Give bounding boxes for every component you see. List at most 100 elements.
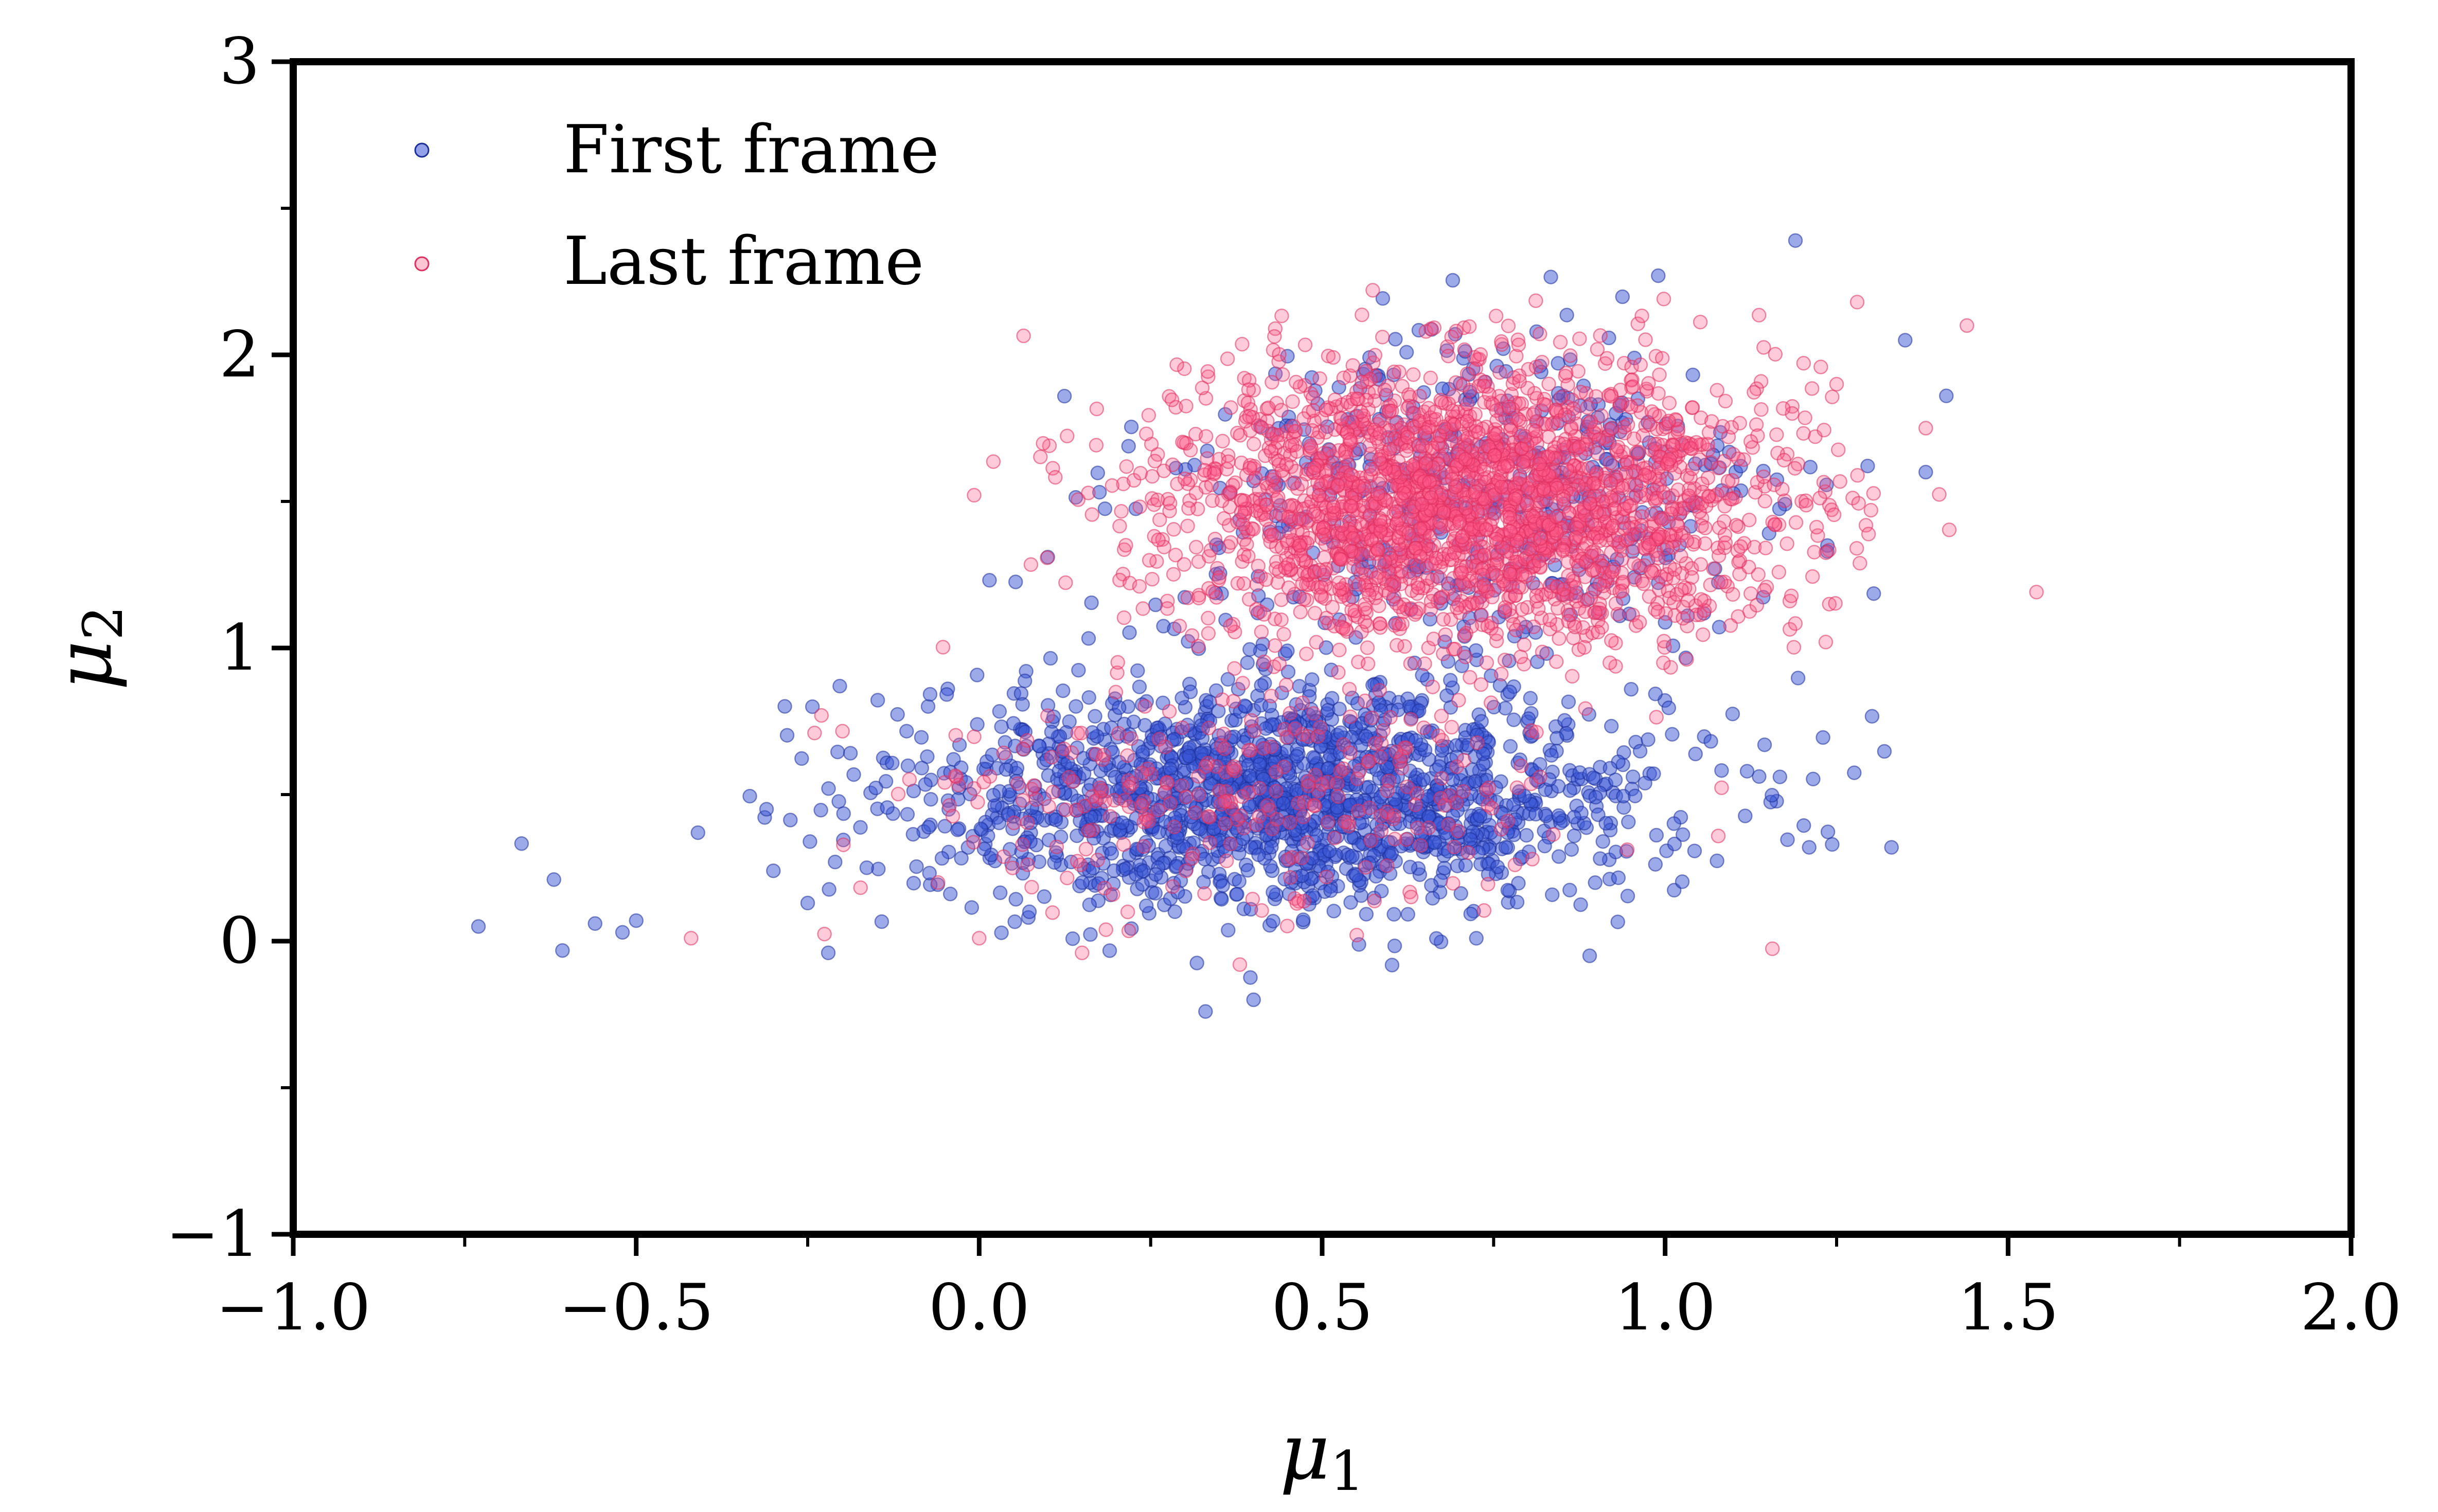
data-point — [1806, 771, 1821, 787]
data-point — [1711, 829, 1726, 843]
data-point — [1344, 602, 1359, 618]
data-point — [1553, 390, 1569, 405]
data-point — [1625, 769, 1641, 784]
data-point — [1559, 308, 1574, 322]
data-point — [813, 803, 828, 818]
data-point — [1230, 812, 1245, 827]
data-point — [1188, 539, 1204, 555]
data-point — [1712, 620, 1727, 635]
data-point — [1528, 293, 1543, 308]
data-point — [1331, 665, 1346, 680]
data-point — [1592, 533, 1608, 548]
data-point — [1509, 780, 1525, 795]
data-point — [1866, 486, 1881, 501]
data-point — [1316, 527, 1331, 542]
data-point — [1132, 679, 1147, 694]
data-point — [1374, 823, 1389, 839]
data-point — [1479, 655, 1494, 670]
data-point — [1295, 576, 1310, 591]
data-point — [1560, 377, 1575, 392]
data-point — [1556, 437, 1571, 452]
data-point — [1124, 419, 1139, 435]
data-point — [1189, 956, 1204, 970]
data-point — [1132, 579, 1147, 594]
data-point — [1200, 364, 1215, 379]
data-point — [1796, 426, 1811, 441]
data-point — [1818, 545, 1834, 560]
data-point — [1172, 618, 1187, 634]
data-point — [1198, 1004, 1213, 1019]
data-point — [1512, 472, 1527, 487]
data-point — [1242, 642, 1257, 657]
data-point — [1567, 809, 1581, 825]
data-point — [1615, 289, 1630, 304]
data-point — [1286, 419, 1301, 434]
data-point — [822, 882, 837, 897]
data-point — [1088, 709, 1102, 724]
data-point — [1552, 631, 1567, 646]
data-point — [1090, 853, 1105, 868]
data-point — [1085, 789, 1100, 804]
data-point — [1169, 357, 1184, 372]
data-point — [1084, 595, 1099, 610]
data-point — [1374, 736, 1389, 751]
data-point — [918, 777, 933, 792]
data-point — [1751, 308, 1767, 323]
data-point — [1120, 748, 1135, 763]
data-point — [1152, 512, 1167, 528]
data-point — [1758, 541, 1773, 555]
data-point — [1136, 839, 1151, 854]
data-point — [1240, 395, 1256, 410]
data-point — [1333, 725, 1348, 740]
data-point — [1768, 347, 1783, 362]
data-point — [1411, 580, 1426, 596]
data-point — [1362, 508, 1377, 523]
data-point — [1589, 389, 1604, 404]
data-point — [1498, 600, 1512, 615]
data-point — [1644, 404, 1660, 419]
data-point — [1604, 564, 1620, 580]
data-point — [1247, 723, 1262, 739]
data-point — [1269, 784, 1284, 799]
data-point — [1296, 591, 1311, 606]
data-point — [999, 762, 1013, 777]
data-point — [1227, 661, 1242, 676]
data-point — [1454, 565, 1469, 580]
data-point — [1457, 342, 1472, 357]
data-point — [1386, 907, 1401, 922]
data-point — [878, 774, 894, 789]
data-point — [690, 825, 705, 840]
data-point — [1788, 616, 1803, 631]
data-point — [1134, 798, 1149, 813]
data-point — [1163, 796, 1178, 811]
data-point — [1620, 889, 1635, 904]
data-point — [970, 717, 985, 732]
data-point — [807, 726, 822, 741]
data-point — [1591, 432, 1606, 447]
data-point — [1847, 765, 1862, 780]
data-point — [1580, 400, 1595, 415]
data-point — [1604, 633, 1619, 648]
data-point — [1133, 465, 1148, 481]
data-point — [1277, 872, 1292, 887]
data-point — [1111, 726, 1126, 741]
data-point — [1306, 403, 1321, 418]
data-point — [1191, 787, 1206, 802]
data-point — [1654, 512, 1669, 527]
data-point — [1528, 423, 1543, 439]
data-point — [1593, 328, 1608, 343]
data-point — [1452, 515, 1467, 530]
data-point — [1310, 475, 1325, 490]
data-point — [1279, 757, 1294, 772]
data-point — [1306, 504, 1321, 519]
data-point — [1483, 695, 1499, 710]
data-point — [1110, 655, 1125, 670]
data-point — [1389, 744, 1403, 760]
data-point — [1514, 758, 1528, 773]
data-point — [1725, 587, 1740, 602]
data-point — [1533, 531, 1548, 546]
data-point — [1772, 769, 1788, 784]
data-point — [1081, 690, 1096, 705]
data-point — [1214, 892, 1229, 907]
data-point — [1307, 798, 1322, 814]
